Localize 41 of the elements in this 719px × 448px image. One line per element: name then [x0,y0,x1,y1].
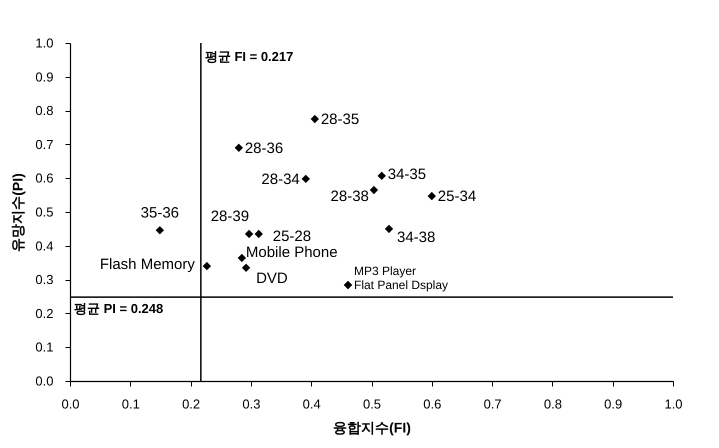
x-tick-label: 0.3 [242,396,260,412]
x-tick-label: 1.0 [664,396,683,412]
annotation: 28-34 [261,170,300,188]
y-tick-label: 0.0 [35,374,54,388]
annotation: 28-35 [320,111,360,128]
annotation: 28-39 [210,208,250,225]
y-tick-label: 0.5 [35,204,54,220]
annotation: Flat Panel Dsplay [354,278,448,292]
annotation: DVD [256,270,288,287]
y-tick-label: 0.1 [35,340,54,355]
y-tick-label: 0.4 [35,238,54,254]
annotation: 34-35 [388,166,426,183]
y-tick-label: 0.9 [35,69,54,84]
x-tick-label: 0.0 [61,396,80,412]
y-tick-label: 0.7 [35,136,54,152]
x-axis-title: 융합지수(FI) [333,420,411,436]
x-tick-label: 0.2 [182,396,200,412]
y-axis-title: 유망지수(PI) [9,173,26,252]
annotation: 25-28 [272,228,312,245]
y-tick-label: 0.3 [35,272,54,288]
x-tick-label: 0.1 [122,396,140,412]
x-tick-label: 0.4 [302,396,321,412]
ref-line-label: 평균 PI = 0.248 [74,301,164,316]
y-tick-label: 0.2 [35,306,54,321]
y-tick-label: 1.0 [35,36,54,50]
y-tick-label: 0.8 [35,103,54,118]
annotation: 25-34 [438,188,476,206]
annotation: 28-38 [330,188,369,206]
annotation: MP3 Player [354,264,416,278]
annotation: 35-36 [140,204,180,222]
annotation: 28-36 [244,140,284,157]
annotation: 34-38 [396,228,436,246]
x-tick-label: 0.8 [544,396,562,412]
y-tick-label: 0.6 [35,170,54,186]
annotation: Mobile Phone [246,244,338,261]
x-tick-label: 0.6 [423,396,442,412]
x-tick-label: 0.9 [604,396,622,412]
annotation: Flash Memory [100,256,196,274]
ref-line-label: 평균 FI = 0.217 [204,49,294,64]
x-tick-label: 0.5 [362,396,382,412]
x-tick-label: 0.7 [484,396,502,412]
